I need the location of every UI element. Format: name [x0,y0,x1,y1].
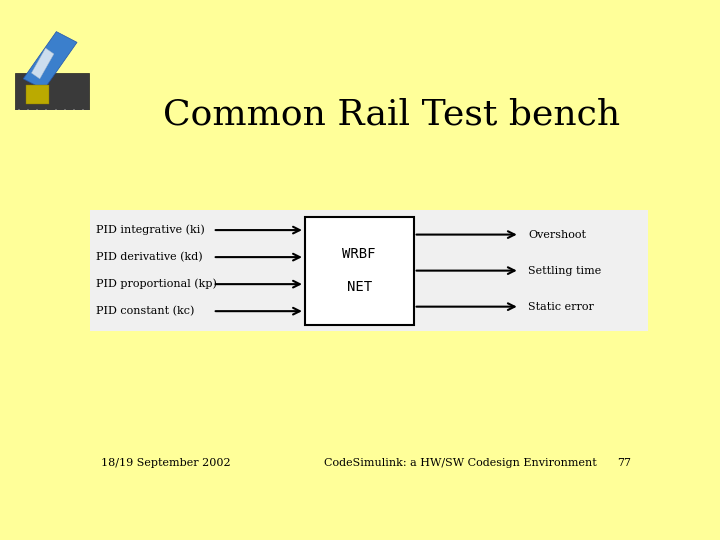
Text: PID proportional (kp): PID proportional (kp) [96,279,217,289]
Text: Common Rail Test bench: Common Rail Test bench [163,98,620,132]
Text: PID derivative (kd): PID derivative (kd) [96,252,202,262]
Text: NET: NET [346,280,372,294]
Text: PID constant (kc): PID constant (kc) [96,306,194,316]
Bar [26,85,49,104]
Text: 18/19 September 2002: 18/19 September 2002 [101,458,231,468]
Text: Overshoot: Overshoot [528,230,586,240]
Text: CodeSimulink: a HW/SW Codesign Environment: CodeSimulink: a HW/SW Codesign Environme… [324,458,597,468]
Polygon shape [32,48,54,79]
Text: Static error: Static error [528,302,594,312]
Bar [15,73,89,110]
Text: PID integrative (ki): PID integrative (ki) [96,225,204,235]
Text: 77: 77 [617,458,631,468]
Bar [90,211,648,331]
Polygon shape [23,31,77,90]
Text: WRBF: WRBF [343,247,376,261]
Text: Settling time: Settling time [528,266,601,275]
Bar [305,217,413,325]
